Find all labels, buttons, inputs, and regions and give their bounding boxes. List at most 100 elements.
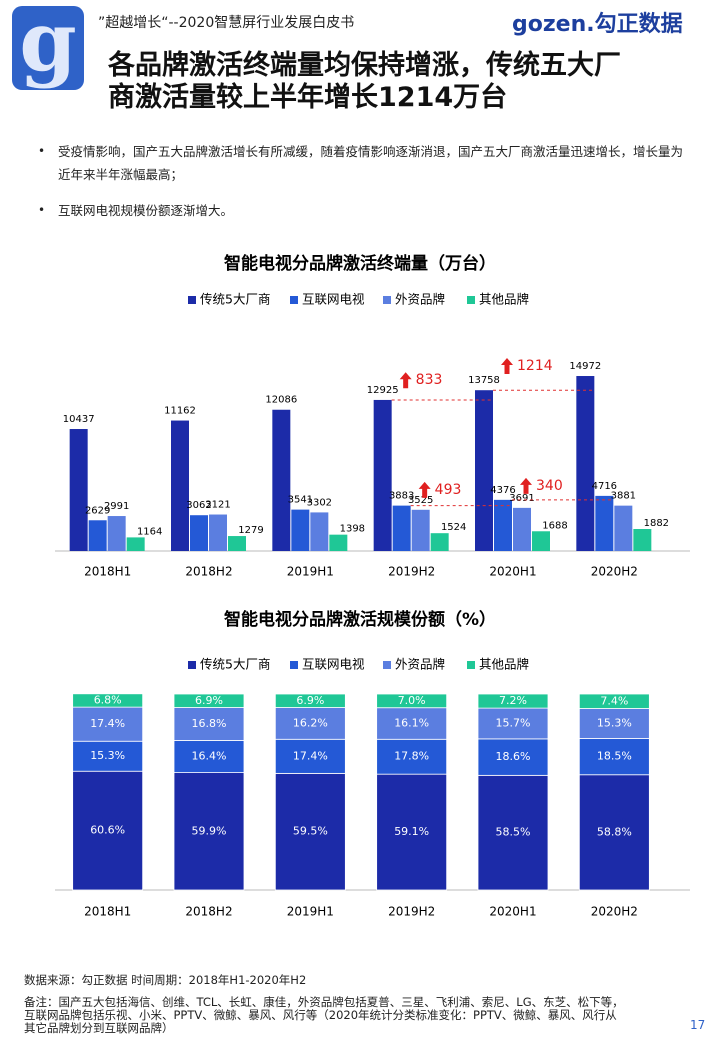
bar-segment [477,774,549,891]
value-label: 1688 [542,520,567,531]
bar-segment [376,707,448,740]
bar [494,499,512,551]
bar [209,514,227,551]
charts: 智能电视分品牌激活终端量（万台）传统5大厂商 互联网电视 外资品牌 其他品牌2018H… [55,253,690,919]
value-label: 7.4% [600,694,628,707]
legend-swatch [467,661,475,669]
annotation: 493 [435,482,462,498]
x-tick-label: 2020H1 [489,905,536,919]
note-line: 互联网品牌包括乐视、小米、PPTV、微鲸、暴风、风行等（2020年统计分类标准变… [24,1008,617,1022]
bar-segment [477,693,549,709]
value-label: 17.4% [90,717,125,730]
value-label: 6.9% [195,694,223,707]
value-label: 2991 [104,501,129,512]
value-label: 12086 [265,395,297,406]
value-label: 3302 [307,497,332,508]
value-label: 1398 [340,524,365,535]
bar [272,409,291,551]
value-label: 3062 [186,500,211,511]
value-label: 3541 [288,495,313,506]
value-label: 7.2% [499,694,527,707]
bar-segment [72,740,144,772]
bar [373,399,392,551]
bar [291,509,310,551]
x-tick-label: 2020H2 [591,905,638,919]
value-label: 13758 [468,375,500,386]
chart-title: 智能电视分品牌激活终端量（万台） [224,253,496,274]
bar [475,390,493,551]
bar [310,512,329,551]
source: 数据来源：勾正数据 时间周期：2018年H1-2020年H2 [24,973,307,987]
bullet-dot: • [38,144,46,158]
up-arrow [501,358,513,375]
legend-swatch [290,661,298,669]
legend-label: 互联网电视 [302,292,365,307]
value-label: 6.8% [94,693,122,706]
logo-box [12,6,84,90]
legend-label: 传统5大厂商 [200,292,270,307]
value-label: 1164 [137,526,162,537]
legend-swatch [188,661,196,669]
value-label: 18.6% [496,750,531,763]
bar-segment [376,738,448,775]
bar-segment [376,693,448,709]
bar [532,531,550,551]
x-tick-label: 2019H1 [287,905,334,919]
x-tick-label: 2019H2 [388,905,435,919]
bar-segment [173,707,245,741]
bullet: 互联网电视规模份额逐渐增大。 [58,203,234,218]
x-tick-label: 2019H2 [388,565,435,579]
bar-segment [173,740,245,773]
bar-segment [376,773,448,891]
annotation: 833 [416,372,443,388]
bar [107,516,126,551]
value-label: 14972 [569,361,601,372]
up-arrow [418,481,431,498]
value-label: 11162 [164,406,196,417]
legend-label: 其他品牌 [479,292,529,307]
value-label: 1524 [441,522,466,533]
annotation: 1214 [517,358,553,374]
bullet: 受疫情影响，国产五大品牌激活增长有所减缓，随着疫情影响逐渐消退，国产五大厂商激活… [58,144,684,182]
value-label: 3525 [408,495,433,506]
value-label: 60.6% [90,824,125,837]
bullet-dot: • [38,203,46,217]
note: 备注：国产五大包括海信、创维、TCL、长虹、康佳，外资品牌包括夏普、三星、飞利浦… [24,996,624,1035]
subtitle: ”超越增长“--2020智慧屏行业发展白皮书 [98,15,355,31]
value-label: 16.2% [293,716,328,729]
bar [430,533,449,551]
brand: gozen.勾正数据 [512,12,683,37]
legend-label: 外资品牌 [395,657,445,672]
value-label: 18.5% [597,750,632,763]
bar-segment [72,693,144,708]
chart-title: 智能电视分品牌激活规模份额（%） [224,609,496,630]
value-label: 59.5% [293,825,328,838]
annotation: 340 [536,478,563,494]
bar-segment [72,770,144,891]
legend-label: 外资品牌 [395,292,445,307]
legend-swatch [467,296,475,304]
x-tick-label: 2018H2 [185,905,232,919]
bar [576,376,595,551]
value-label: 58.5% [496,826,531,839]
x-tick-label: 2020H1 [489,565,536,579]
value-label: 3121 [205,500,230,511]
value-label: 16.4% [192,750,227,763]
legend-swatch [383,661,391,669]
value-label: 1279 [238,525,263,536]
bar-segment [173,693,245,708]
value-label: 15.3% [90,749,125,762]
legend-label: 互联网电视 [302,657,365,672]
bar-segment [274,772,346,891]
bar [633,529,652,551]
note-line: 备注：国产五大包括海信、创维、TCL、长虹、康佳，外资品牌包括夏普、三星、飞利浦… [24,995,624,1009]
bar-segment [173,772,245,891]
value-label: 59.1% [394,825,429,838]
page-number: 17 [690,1018,706,1032]
x-tick-label: 2018H2 [185,565,232,579]
value-label: 15.3% [597,716,632,729]
up-arrow [520,477,532,494]
bar [329,534,348,551]
x-tick-label: 2019H1 [287,565,334,579]
bar [595,495,614,551]
